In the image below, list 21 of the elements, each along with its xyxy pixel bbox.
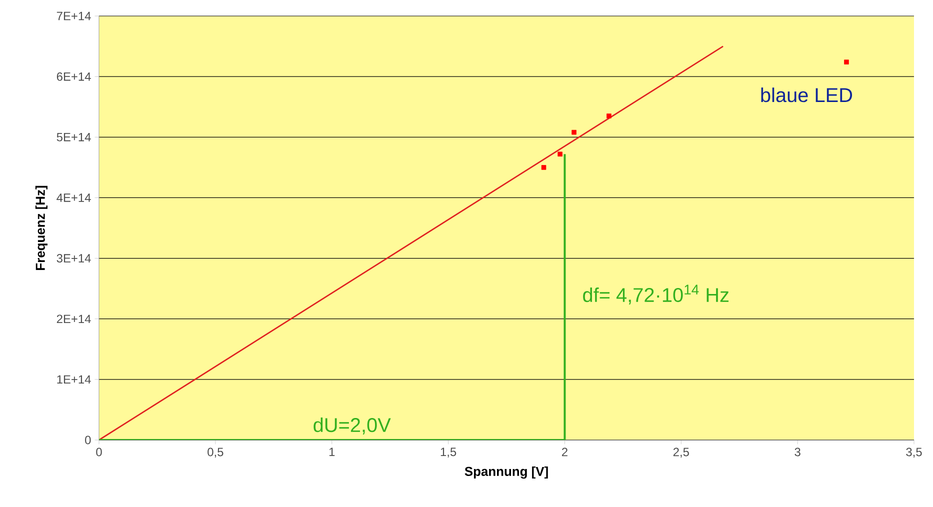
x-tick-label: 3 [794, 448, 800, 456]
x-tick-label: 2,5 [673, 448, 689, 458]
y-tick-label: 7E+14 [56, 12, 91, 20]
annotation: blaue LED [761, 88, 852, 102]
x-tick-label: 3,5 [906, 448, 922, 458]
x-axis-title: Spannung [V] [464, 466, 548, 479]
x-tick-label: 2 [562, 448, 568, 456]
y-tick-label: 6E+14 [56, 72, 91, 81]
y-tick-label: 1E+14 [57, 375, 91, 384]
y-axis-title: Frequenz [Hz] [35, 186, 48, 270]
y-tick-label: 4E+14 [56, 194, 91, 202]
x-tick-label: 0,5 [208, 448, 224, 458]
y-tick-label: 2E+14 [56, 314, 91, 324]
annotation: dU=2,0V [314, 417, 391, 434]
y-tick-label: 0 [85, 436, 91, 444]
x-tick-label: 1 [329, 448, 335, 456]
x-tick-label: 1,5 [440, 448, 456, 458]
y-tick-label: 5E+14 [56, 132, 91, 142]
x-tick-label: 0 [96, 448, 102, 456]
y-tick-label: 3E+14 [56, 254, 91, 263]
annotation: df= 4,72·10$^{14}$ Hz [583, 284, 729, 304]
